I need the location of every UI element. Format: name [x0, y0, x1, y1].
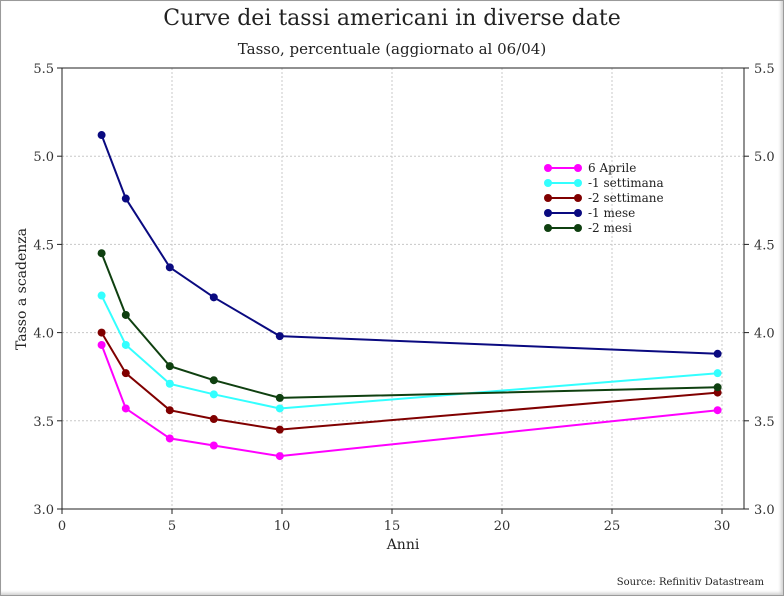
- legend-marker: [574, 224, 582, 232]
- x-tick-label: 15: [384, 519, 401, 534]
- axis-ticks: 0 5 10 15 20 25 30 3.0 3.0 3.5 3.5 4.0 4.0 4.5 4.5 5.0 5…: [33, 62, 774, 534]
- legend-label: 6 Aprile: [588, 161, 636, 175]
- y-tick-label-right: 5.0: [754, 150, 775, 165]
- y-tick-label-left: 3.0: [33, 503, 54, 518]
- series-line: [100, 295, 718, 410]
- y-tick-label-left: 3.5: [33, 415, 54, 430]
- data-point: [97, 328, 106, 337]
- legend-marker: [544, 224, 552, 232]
- data-point: [209, 376, 218, 385]
- series-group: [97, 131, 722, 461]
- y-tick-label-right: 3.5: [754, 415, 775, 430]
- data-point: [121, 404, 130, 413]
- data-point: [209, 441, 218, 450]
- legend-marker: [544, 179, 552, 187]
- legend: 6 Aprile-1 settimana-2 settimane-1 mese-…: [544, 161, 664, 235]
- x-axis-label: Anni: [386, 537, 420, 553]
- data-point: [97, 291, 106, 300]
- x-tick-label: 5: [168, 519, 176, 534]
- data-point: [165, 406, 174, 415]
- x-tick-label: 30: [714, 519, 731, 534]
- series-line: [100, 252, 718, 399]
- legend-item: -2 mesi: [544, 221, 632, 235]
- series-line: [100, 344, 718, 458]
- legend-label: -1 settimana: [588, 176, 664, 190]
- x-tick-label: 20: [494, 519, 511, 534]
- data-point: [165, 362, 174, 371]
- y-tick-label-left: 5.5: [33, 62, 54, 77]
- legend-marker: [544, 194, 552, 202]
- legend-marker: [544, 209, 552, 217]
- data-point: [275, 452, 284, 461]
- data-point: [713, 369, 722, 378]
- data-point: [121, 194, 130, 203]
- legend-item: -1 mese: [544, 206, 635, 220]
- y-tick-label-left: 4.0: [33, 327, 54, 342]
- series--2-mesi: [97, 249, 722, 402]
- x-tick-label: 0: [58, 519, 66, 534]
- series--2-settimane: [97, 328, 722, 434]
- data-point: [121, 340, 130, 349]
- legend-item: 6 Aprile: [544, 161, 636, 175]
- data-point: [275, 393, 284, 402]
- data-point: [209, 390, 218, 399]
- x-tick-label: 25: [604, 519, 621, 534]
- data-point: [97, 131, 106, 140]
- legend-marker: [574, 209, 582, 217]
- series-6-aprile: [97, 340, 722, 461]
- y-tick-label-right: 3.0: [754, 503, 775, 518]
- legend-item: -1 settimana: [544, 176, 664, 190]
- legend-marker: [574, 164, 582, 172]
- data-point: [713, 383, 722, 392]
- series-line: [100, 332, 718, 431]
- legend-item: -2 settimane: [544, 191, 664, 205]
- chart-title: Curve dei tassi americani in diverse dat…: [163, 6, 621, 31]
- legend-label: -2 mesi: [588, 221, 632, 235]
- data-point: [275, 332, 284, 341]
- y-axis-label: Tasso a scadenza: [14, 228, 30, 350]
- data-point: [713, 406, 722, 415]
- data-point: [165, 263, 174, 272]
- series--1-settimana: [97, 291, 722, 413]
- plot-area-border: [61, 67, 745, 510]
- series--1-mese: [97, 131, 722, 358]
- data-point: [713, 349, 722, 358]
- data-point: [209, 293, 218, 302]
- legend-marker: [544, 164, 552, 172]
- y-tick-label-right: 4.5: [754, 238, 775, 253]
- legend-marker: [574, 179, 582, 187]
- data-point: [121, 310, 130, 319]
- data-point: [209, 415, 218, 424]
- data-point: [275, 404, 284, 413]
- data-point: [97, 340, 106, 349]
- data-point: [275, 425, 284, 434]
- y-tick-label-left: 5.0: [33, 150, 54, 165]
- y-tick-label-right: 5.5: [754, 62, 775, 77]
- legend-label: -1 mese: [588, 206, 635, 220]
- y-tick-label-right: 4.0: [754, 327, 775, 342]
- x-tick-label: 10: [274, 519, 291, 534]
- legend-label: -2 settimane: [588, 191, 664, 205]
- series-line: [100, 134, 718, 355]
- y-tick-label-left: 4.5: [33, 238, 54, 253]
- data-point: [97, 249, 106, 258]
- chart-subtitle: Tasso, percentuale (aggiornato al 06/04): [237, 40, 547, 58]
- data-point: [121, 369, 130, 378]
- data-point: [165, 379, 174, 388]
- legend-marker: [574, 194, 582, 202]
- source-note: Source: Refinitiv Datastream: [616, 577, 764, 588]
- data-point: [165, 434, 174, 443]
- grid-lines: [62, 68, 744, 509]
